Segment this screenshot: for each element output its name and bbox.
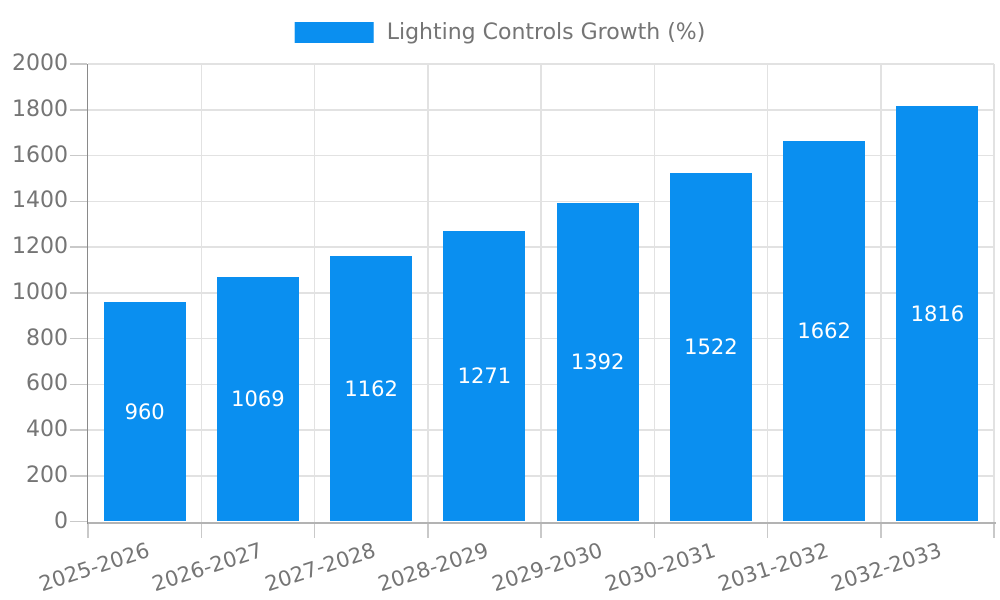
bar-value-label: 960 [124, 399, 165, 424]
y-tick [70, 63, 87, 65]
y-tick [70, 109, 87, 111]
v-gridline [653, 64, 655, 522]
x-tick [200, 523, 202, 538]
y-tick-label: 600 [26, 371, 68, 397]
legend-label: Lighting Controls Growth (%) [386, 20, 706, 45]
bar-value-label: 1816 [910, 301, 965, 326]
bar: 960 [103, 301, 186, 522]
y-tick [70, 292, 87, 294]
bar: 1069 [216, 276, 299, 522]
bar-value-label: 1392 [570, 350, 625, 375]
x-tick [766, 523, 769, 538]
x-tick [427, 523, 429, 538]
x-tick [87, 523, 89, 538]
x-tick [653, 523, 655, 538]
v-gridline [540, 64, 542, 522]
bar: 1662 [783, 141, 866, 522]
bar: 1392 [556, 203, 639, 522]
y-tick [70, 475, 87, 477]
y-tick-label: 0 [54, 508, 68, 534]
y-tick-label: 2000 [12, 51, 68, 76]
v-gridline [313, 64, 316, 522]
x-axis-line [88, 521, 996, 524]
v-gridline [200, 64, 202, 522]
v-gridline [880, 64, 882, 522]
bar-value-label: 1271 [457, 364, 512, 389]
x-tick [993, 523, 995, 538]
y-tick-label: 400 [26, 417, 68, 442]
x-tick [313, 523, 316, 538]
bar-value-label: 1162 [344, 376, 398, 401]
bar-value-label: 1662 [797, 319, 851, 344]
y-tick [70, 246, 87, 248]
v-gridline [427, 64, 429, 522]
v-gridline [766, 64, 769, 522]
x-tick [540, 523, 542, 538]
y-tick [70, 200, 87, 202]
y-tick-label: 200 [26, 462, 68, 488]
bar-value-label: 1069 [231, 387, 285, 412]
y-tick [70, 429, 87, 431]
y-tick [70, 383, 87, 385]
bar-value-label: 1522 [684, 335, 738, 360]
legend-swatch [294, 22, 374, 43]
bar: 1162 [330, 255, 413, 522]
y-axis-line [86, 64, 88, 524]
bar: 1816 [896, 106, 979, 522]
y-tick-label: 1400 [12, 188, 68, 214]
y-tick-label: 800 [26, 325, 68, 351]
x-tick [880, 523, 882, 538]
y-tick [70, 154, 87, 157]
y-tick [70, 337, 87, 340]
y-tick [70, 520, 87, 523]
y-tick-label: 1000 [12, 279, 68, 305]
bar: 1271 [443, 230, 526, 522]
y-tick-label: 1800 [12, 96, 68, 122]
y-tick-label: 1600 [12, 142, 68, 168]
bar: 1522 [669, 173, 752, 522]
legend: Lighting Controls Growth (%) [294, 20, 706, 45]
y-tick-label: 1200 [12, 234, 68, 259]
v-gridline [993, 64, 995, 522]
